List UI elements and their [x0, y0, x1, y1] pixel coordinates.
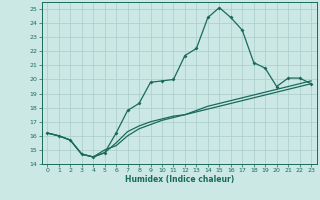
X-axis label: Humidex (Indice chaleur): Humidex (Indice chaleur) — [124, 175, 234, 184]
